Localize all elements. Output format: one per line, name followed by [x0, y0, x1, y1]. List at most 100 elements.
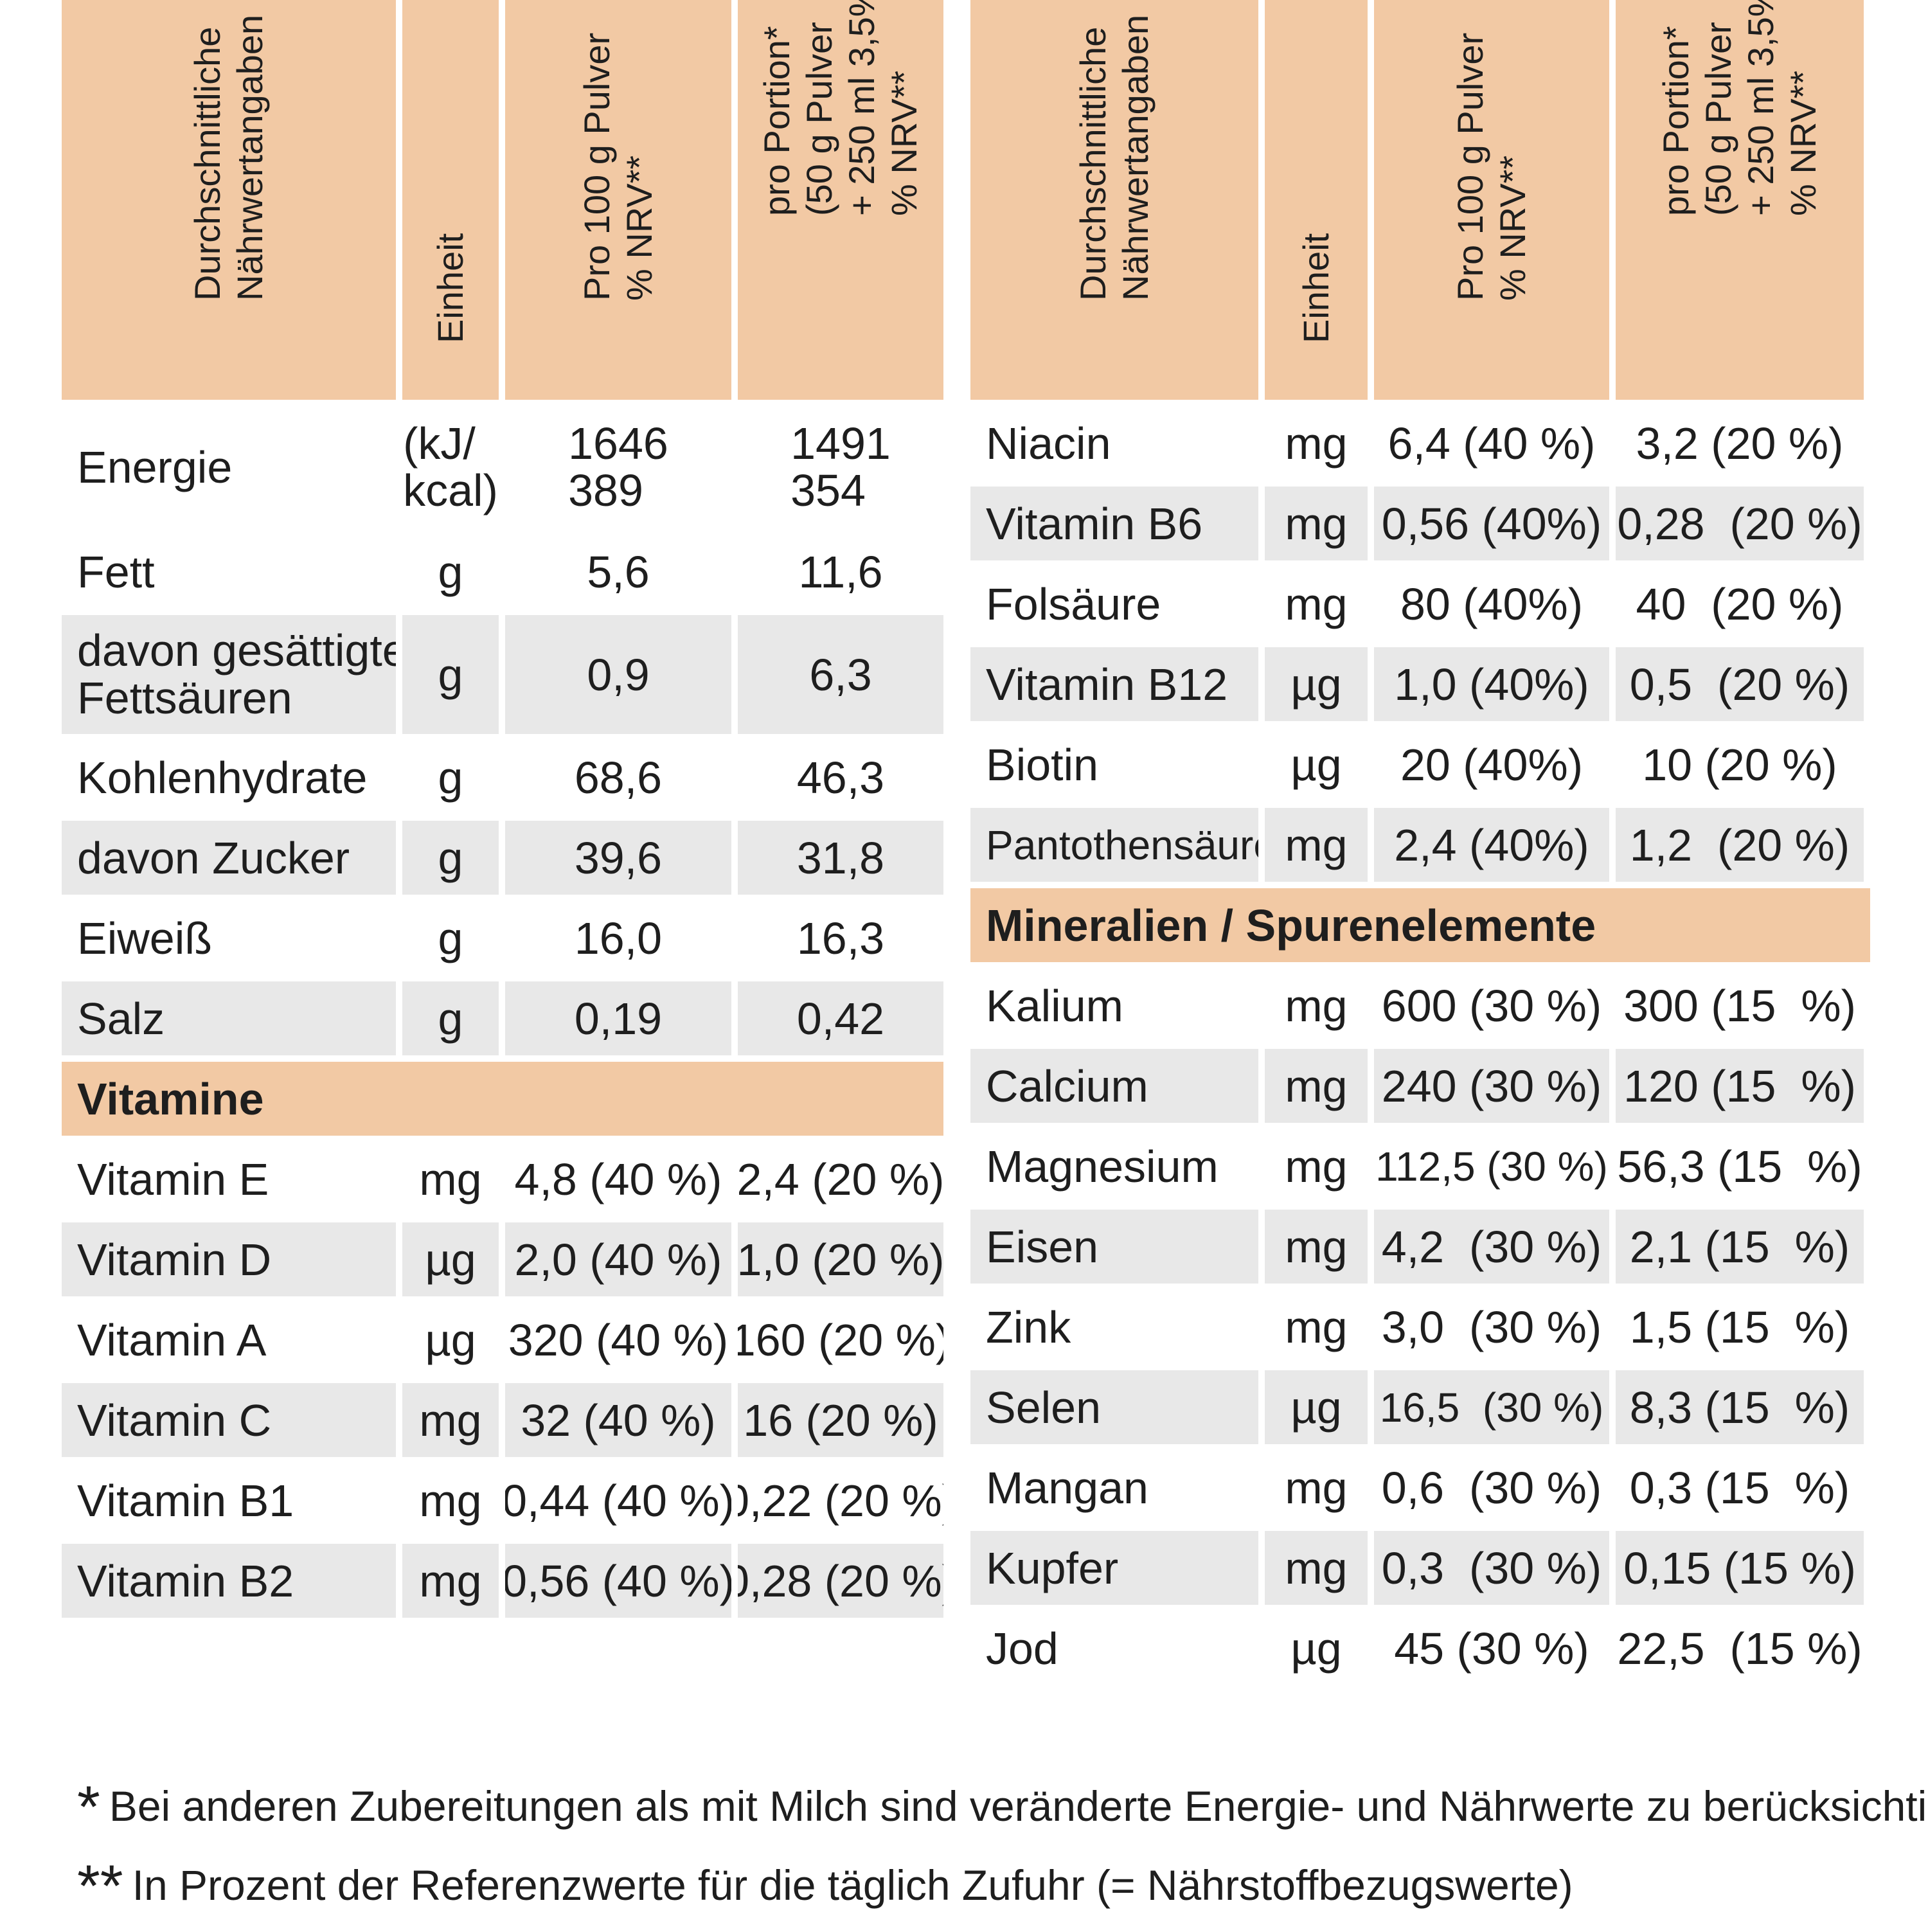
nutrient-unit: mg	[419, 1475, 482, 1526]
value-per-portion: 2,1 (15 %)	[1616, 1210, 1864, 1284]
value-per-portion: 1491 354	[790, 418, 891, 515]
nutrient-unit: (kJ/ kcal)	[403, 418, 498, 515]
nutrient-name: Vitamin E	[77, 1154, 269, 1204]
nutrient-name: Fett	[77, 546, 155, 597]
table-row: Folsäure mg 80 (40%) 40 (20 %)	[970, 567, 1870, 641]
value-per-100g: 0,56 (40%)	[1374, 487, 1609, 560]
value-per-portion: 0,22 (20 %)	[738, 1475, 943, 1526]
value-per-portion: 0,3 (15 %)	[1629, 1462, 1850, 1513]
value-per-portion: 0,28 (20 %)	[738, 1544, 943, 1618]
header-per-100g: Pro 100 g Pulver % NRV**	[505, 0, 731, 400]
table-row: Vitamin B6 mg 0,56 (40%) 0,28 (20 %)	[970, 487, 1870, 560]
header-unit-label: Einheit	[1295, 233, 1336, 343]
nutrient-unit: µg	[1265, 1370, 1368, 1444]
value-per-portion: 120 (15 %)	[1616, 1049, 1864, 1123]
value-per-100g: 2,4 (40%)	[1374, 808, 1609, 882]
value-per-100g: 600 (30 %)	[1381, 980, 1602, 1031]
table-row: davon gesättigte Fettsäuren g 0,9 6,3	[62, 615, 943, 734]
nutrient-name: Mangan	[986, 1462, 1148, 1513]
nutrition-table-right: Durchschnittliche Nährwertangaben Einhei…	[970, 0, 1870, 1685]
nutrient-name: Vitamin B2	[62, 1544, 396, 1618]
nutrient-name: Vitamin D	[62, 1222, 396, 1296]
nutrient-unit: g	[402, 615, 499, 734]
value-per-portion: 8,3 (15 %)	[1616, 1370, 1864, 1444]
nutrient-unit: mg	[1265, 487, 1368, 560]
table-row: Eisen mg 4,2 (30 %) 2,1 (15 %)	[970, 1210, 1870, 1284]
nutrient-name: Eisen	[970, 1210, 1258, 1284]
nutrient-name: Vitamin B6	[970, 487, 1258, 560]
value-per-portion: 0,5 (20 %)	[1616, 647, 1864, 721]
value-per-portion: 0,28 (20 %)	[1616, 487, 1864, 560]
nutrient-unit: mg	[1285, 980, 1348, 1031]
section-heading-minerals: Mineralien / Spurenelemente	[970, 888, 1870, 962]
nutrient-name: Vitamin B1	[77, 1475, 294, 1526]
value-per-portion: 1,0 (20 %)	[738, 1222, 943, 1296]
nutrient-name: Kalium	[986, 980, 1123, 1031]
value-per-100g: 0,6 (30 %)	[1381, 1462, 1602, 1513]
value-per-100g: 68,6	[574, 752, 663, 803]
table-row: Selen µg 16,5 (30 %) 8,3 (15 %)	[970, 1370, 1870, 1444]
value-per-100g: 0,3 (30 %)	[1374, 1531, 1609, 1605]
table-row: Magnesium mg 112,5 (30 %) 56,3 (15 %)	[970, 1129, 1870, 1203]
value-per-100g: 0,44 (40 %)	[505, 1475, 731, 1526]
value-per-portion: 3,2 (20 %)	[1636, 418, 1844, 469]
value-per-100g: 3,0 (30 %)	[1381, 1301, 1602, 1352]
header-per-portion: pro Portion* (50 g Pulver + 250 ml 3,5% …	[1616, 0, 1864, 400]
footnote-text: Bei anderen Zubereitungen als mit Milch …	[109, 1782, 1928, 1830]
nutrient-unit: µg	[402, 1222, 499, 1296]
nutrient-name: Vitamin A	[77, 1314, 267, 1365]
value-per-portion: 11,6	[798, 546, 883, 597]
nutrient-name: Energie	[77, 442, 233, 492]
value-per-100g: 5,6	[587, 546, 650, 597]
nutrient-unit: g	[402, 821, 499, 895]
table-row: Vitamin A µg 320 (40 %) 160 (20 %)	[62, 1303, 943, 1377]
nutrient-name: Biotin	[986, 739, 1099, 790]
value-per-portion: 6,3	[738, 615, 943, 734]
footnote-portion: * Bei anderen Zubereitungen als mit Milch…	[77, 1774, 1928, 1841]
value-per-100g: 80 (40%)	[1400, 578, 1584, 629]
header-per-100g: Pro 100 g Pulver % NRV**	[1374, 0, 1609, 400]
value-per-100g: 240 (30 %)	[1374, 1049, 1609, 1123]
nutrient-unit: mg	[1285, 1141, 1348, 1192]
nutrient-name: Vitamin C	[62, 1383, 396, 1457]
table-row: Vitamin B1 mg 0,44 (40 %) 0,22 (20 %)	[62, 1463, 943, 1537]
nutrient-name: davon Zucker	[62, 821, 396, 895]
nutrition-table-left: Durchschnittliche Nährwertangaben Einhei…	[62, 0, 943, 1618]
table-row: Fett g 5,6 11,6	[62, 535, 943, 609]
header-row: Durchschnittliche Nährwertangaben Einhei…	[62, 0, 943, 400]
table-row: Kohlenhydrate g 68,6 46,3	[62, 740, 943, 814]
value-per-100g: 0,9	[505, 615, 731, 734]
table-row: Salz g 0,19 0,42	[62, 981, 943, 1055]
nutrient-unit: µg	[1265, 647, 1368, 721]
value-per-portion: 16 (20 %)	[738, 1383, 943, 1457]
table-row: Kalium mg 600 (30 %) 300 (15 %)	[970, 969, 1870, 1042]
table-row: Vitamin E mg 4,8 (40 %) 2,4 (20 %)	[62, 1142, 943, 1216]
value-per-100g: 2,0 (40 %)	[505, 1222, 731, 1296]
table-row: Eiweiß g 16,0 16,3	[62, 901, 943, 975]
table-row: Energie (kJ/ kcal) 1646 389 1491 354	[62, 406, 943, 528]
value-per-100g: 20 (40%)	[1400, 739, 1584, 790]
value-per-100g: 1,0 (40%)	[1374, 647, 1609, 721]
nutrient-name: Magnesium	[986, 1141, 1218, 1192]
nutrient-unit: mg	[1265, 1049, 1368, 1123]
nutrient-name: Jod	[986, 1623, 1058, 1674]
nutrient-unit: µg	[1290, 1623, 1342, 1674]
header-unit: Einheit	[402, 0, 499, 400]
value-per-portion: 16,3	[796, 913, 885, 963]
nutrient-name: Kupfer	[970, 1531, 1258, 1605]
header-per-portion-label: pro Portion* (50 g Pulver + 250 ml 3,5% …	[1655, 0, 1824, 216]
header-unit-label: Einheit	[429, 233, 470, 343]
nutrient-name: Folsäure	[986, 578, 1161, 629]
nutrient-unit: mg	[1285, 418, 1348, 469]
nutrient-name: Zink	[986, 1301, 1071, 1352]
table-row: Vitamin B12 µg 1,0 (40%) 0,5 (20 %)	[970, 647, 1870, 721]
table-row: Pantothensäure mg 2,4 (40%) 1,2 (20 %)	[970, 808, 1870, 882]
value-per-100g: 0,56 (40 %)	[505, 1544, 731, 1618]
value-per-portion: 56,3 (15 %)	[1617, 1141, 1862, 1192]
value-per-portion: 160 (20 %)	[738, 1314, 943, 1365]
nutrient-unit: mg	[1265, 1531, 1368, 1605]
nutrient-unit: g	[438, 546, 463, 597]
value-per-100g: 6,4 (40 %)	[1388, 418, 1596, 469]
header-nutrient: Durchschnittliche Nährwertangaben	[62, 0, 396, 400]
nutrient-name: Salz	[62, 981, 396, 1055]
